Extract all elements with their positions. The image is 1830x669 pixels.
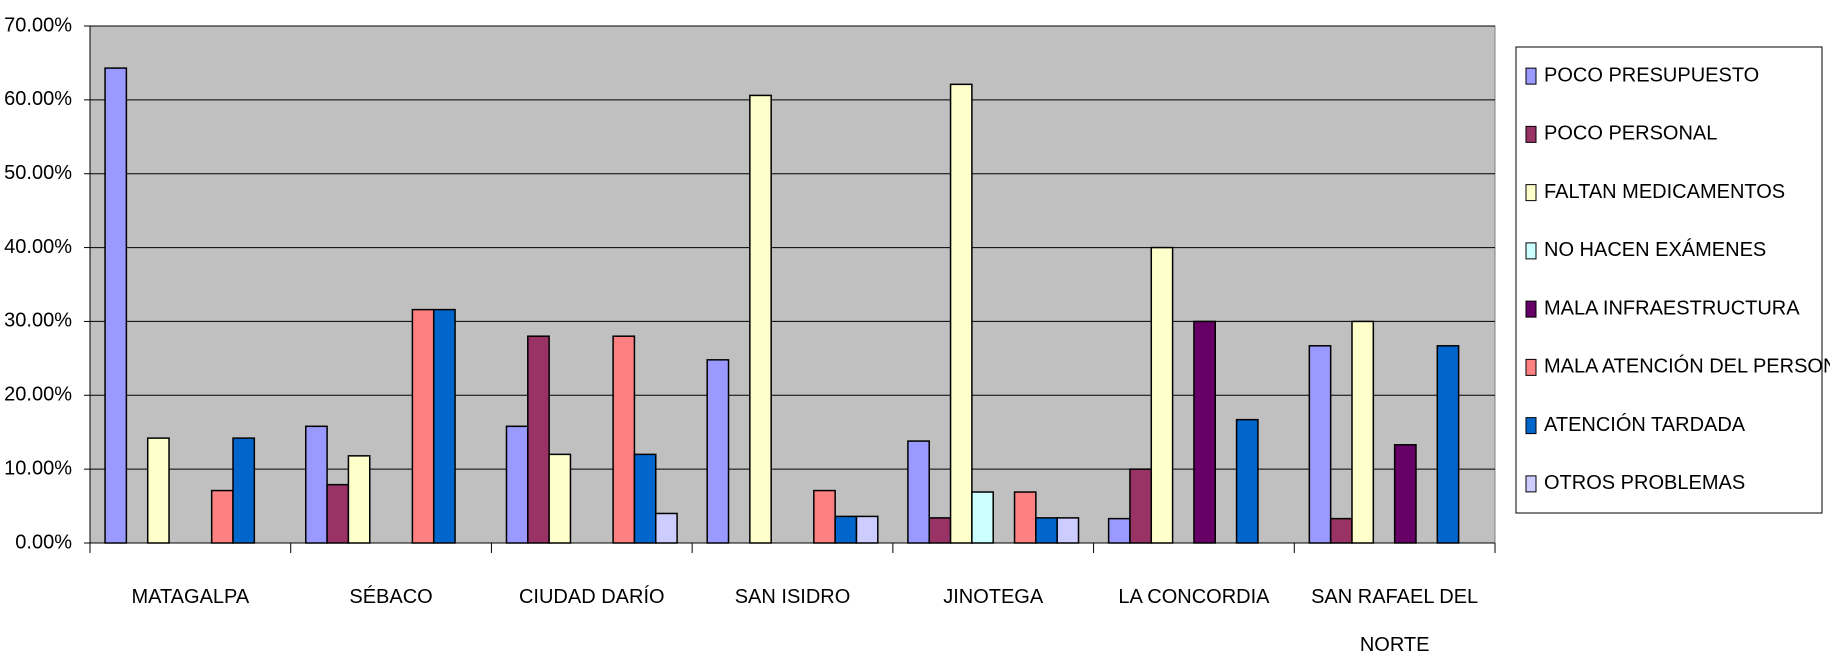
legend-swatch [1525,184,1537,202]
bar [706,359,730,544]
bar [1035,517,1058,544]
y-tick-label: 70.00% [4,14,72,36]
bar [655,512,678,544]
bar [1436,345,1460,544]
legend-label: MALA INFRAESTRUCTURA [1544,297,1800,319]
legend-swatch [1525,67,1537,85]
bar [907,440,930,544]
bar [612,335,636,544]
y-tick-label: 0.00% [15,531,72,553]
legend-label: POCO PRESUPUESTO [1544,64,1759,86]
bar [1393,444,1417,544]
bar [305,425,328,544]
x-tick-label: JINOTEGA [943,586,1044,608]
bar [146,437,170,544]
x-tick-label: CIUDAD DARÍO [518,586,665,608]
bar [1150,246,1174,544]
x-tick-label: MATAGALPA [131,586,250,608]
legend-box [1515,46,1823,514]
bar [505,425,529,544]
legend-label: OTROS PROBLEMAS [1544,472,1745,494]
bar [834,515,858,544]
bar [813,489,836,544]
legend-label: FALTAN MEDICAMENTOS [1544,181,1785,203]
x-tick-label: SÉBACO [349,586,433,608]
y-tick-label: 40.00% [4,236,72,258]
plot-area [89,25,1496,544]
legend-swatch [1525,358,1537,376]
legend-label: ATENCIÓN TARDADA [1544,413,1746,436]
bar [928,517,952,544]
bar [1013,491,1037,544]
bar [1193,320,1217,544]
legend-label: POCO PERSONAL [1544,123,1717,145]
bar [527,335,550,544]
x-tick-label: LA CONCORDIA [1118,586,1270,608]
bar [1056,517,1080,544]
y-tick-label: 20.00% [4,384,72,406]
bar [104,67,128,544]
bar [949,83,973,544]
bar [232,437,256,544]
bar [1329,517,1353,544]
legend-swatch [1525,300,1537,318]
legend-swatch [1525,242,1537,260]
y-tick-label: 10.00% [4,457,72,479]
bar [855,515,879,544]
legend-swatch [1525,475,1537,493]
bar [1351,320,1375,544]
x-tick-label: SAN ISIDRO [734,586,851,608]
bar [633,453,657,544]
y-tick-label: 60.00% [4,88,72,110]
bar [432,308,456,544]
bar [411,308,435,544]
x-tick-label: SAN RAFAEL DEL NORTE [1311,586,1479,656]
bar [1107,517,1131,544]
bar [749,94,772,544]
bar [1235,418,1259,544]
legend-label: MALA ATENCIÓN DEL PERSONAL [1544,355,1830,378]
y-tick-label: 30.00% [4,310,72,332]
bar [210,489,234,544]
y-tick-label: 50.00% [4,162,72,184]
bar [347,455,371,544]
bar [326,483,350,544]
bar [1129,468,1153,544]
legend-swatch [1525,125,1537,143]
bar [548,453,572,544]
legend-swatch [1525,417,1537,435]
legend-label: NO HACEN EXÁMENES [1544,238,1766,261]
bar [971,491,994,544]
bar [1308,345,1332,544]
